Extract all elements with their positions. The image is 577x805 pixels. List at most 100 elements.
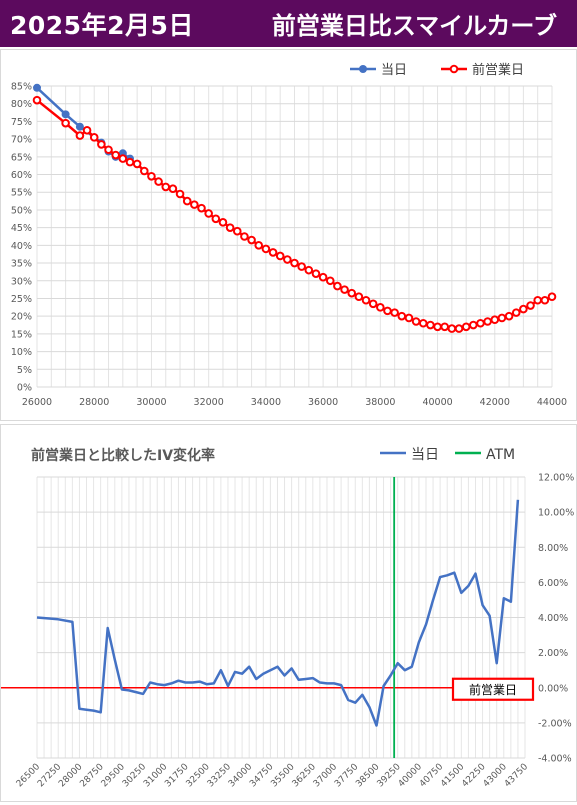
data-point-prev-day: [61, 118, 70, 128]
data-point-today: [75, 122, 84, 131]
data-point-prev-day: [311, 269, 321, 278]
data-point-prev-day: [476, 318, 485, 328]
data-point-prev-day: [104, 145, 113, 155]
data-point-prev-day: [547, 292, 557, 301]
x-tick-label: 26000: [22, 397, 52, 408]
legend-marker-prev-day: [449, 64, 459, 74]
y-tick-label: -2.00%: [538, 718, 572, 729]
legend-marker-today: [359, 65, 367, 73]
y-tick-label: 65%: [11, 152, 32, 163]
legend: 当日 ATM: [380, 447, 515, 463]
y-tick-label: 20%: [11, 312, 32, 323]
data-point-prev-day: [519, 304, 528, 314]
y-tick-label: 6.00%: [538, 578, 568, 589]
y-tick-label: 4.00%: [538, 613, 568, 624]
data-point-prev-day: [354, 292, 364, 301]
data-point-prev-day: [347, 288, 357, 298]
data-point-prev-day: [390, 308, 399, 317]
y-tick-label: 15%: [11, 329, 32, 340]
x-tick-label: 43750: [503, 762, 531, 790]
data-point-prev-day: [147, 172, 156, 181]
data-point-prev-day: [82, 125, 92, 135]
data-point-prev-day: [97, 140, 106, 149]
data-point-prev-day: [111, 150, 120, 160]
data-point-prev-day: [404, 313, 414, 323]
data-point-prev-day: [182, 196, 192, 206]
data-point-prev-day: [247, 235, 256, 245]
legend-label-today: 当日: [381, 63, 407, 78]
data-point-prev-day: [175, 189, 185, 199]
legend: 当日 前営業日: [350, 62, 524, 78]
x-tick-label: 30000: [136, 397, 166, 408]
data-point-prev-day: [383, 306, 392, 316]
data-point-prev-day: [268, 248, 278, 257]
data-point-prev-day: [232, 226, 242, 236]
data-point-prev-day: [368, 299, 378, 309]
reference-label: 前営業日: [469, 682, 517, 697]
y-tick-label: 25%: [11, 294, 32, 305]
data-point-prev-day: [533, 295, 542, 305]
data-point-prev-day: [318, 272, 328, 282]
y-tick-label: 50%: [11, 205, 32, 216]
data-point-prev-day: [490, 315, 500, 325]
y-tick-label: 8.00%: [538, 543, 568, 554]
data-point-prev-day: [340, 285, 349, 294]
y-tick-label: 70%: [11, 135, 32, 146]
data-point-prev-day: [168, 184, 178, 193]
data-point-prev-day: [361, 295, 371, 305]
data-point-prev-day: [275, 251, 285, 261]
data-point-prev-day: [204, 209, 213, 218]
data-point-prev-day: [254, 241, 264, 250]
data-point-today: [61, 110, 70, 119]
y-tick-label: 0.00%: [538, 683, 568, 694]
data-point-prev-day: [526, 301, 535, 310]
data-point-prev-day: [32, 95, 42, 105]
data-point-prev-day: [89, 133, 99, 142]
data-point-prev-day: [325, 276, 335, 286]
data-point-prev-day: [261, 244, 271, 254]
data-point-prev-day: [197, 203, 206, 213]
data-point-prev-day: [304, 265, 314, 275]
data-point-prev-day: [461, 322, 471, 332]
data-point-prev-day: [433, 322, 442, 332]
y-tick-label: 85%: [11, 82, 32, 93]
series-line-today: [36, 499, 520, 727]
y-tick-label: 80%: [11, 99, 32, 110]
data-point-prev-day: [418, 318, 428, 328]
data-point-prev-day: [426, 320, 435, 330]
data-point-prev-day: [440, 322, 450, 332]
header-title: 前営業日比スマイルカーブ: [271, 12, 557, 40]
x-tick-label: 42000: [480, 397, 510, 408]
data-point-prev-day: [540, 295, 550, 305]
y-tick-label: 55%: [11, 188, 32, 199]
data-point-prev-day: [511, 308, 521, 317]
reference-label-box: [451, 677, 535, 701]
y-tick-label: 45%: [11, 223, 32, 234]
data-point-prev-day: [283, 255, 292, 264]
data-point-prev-day: [469, 320, 478, 330]
y-tick-label: 2.00%: [538, 648, 568, 659]
iv-change-chart: 前営業日と比較したIV変化率 -4.00% -2.00% 0.00% 2.00% 4.00…: [1, 447, 574, 790]
y-tick-label: 60%: [11, 170, 32, 181]
data-point-prev-day: [376, 303, 385, 312]
data-point-prev-day: [218, 218, 228, 227]
legend-label-atm: ATM: [486, 447, 515, 463]
y-tick-label: 12.00%: [538, 473, 574, 484]
x-tick-label: 44000: [537, 397, 567, 408]
y-tick-label: 35%: [11, 259, 32, 270]
smile-curve-chart: 0% 5% 10% 15% 20% 25% 30% 35% 40% 45% 50% 55% 60% 65%…: [11, 62, 567, 408]
y-tick-label: 10%: [11, 347, 32, 358]
data-point-prev-day: [118, 154, 128, 163]
iv-change-panel: 前営業日と比較したIV変化率 -4.00% -2.00% 0.00% 2.00% 4.00…: [0, 424, 577, 802]
data-point-prev-day: [161, 182, 171, 192]
y-tick-label: 75%: [11, 117, 32, 128]
data-point-prev-day: [290, 258, 299, 268]
data-point-prev-day: [447, 324, 457, 333]
data-point-prev-day: [497, 313, 507, 323]
data-point-prev-day: [504, 311, 514, 321]
y-tick-label: 30%: [11, 276, 32, 287]
x-tick-label: 28000: [79, 397, 109, 408]
data-point-prev-day: [211, 214, 221, 224]
data-point-prev-day: [483, 317, 492, 326]
x-tick-label: 38000: [365, 397, 395, 408]
